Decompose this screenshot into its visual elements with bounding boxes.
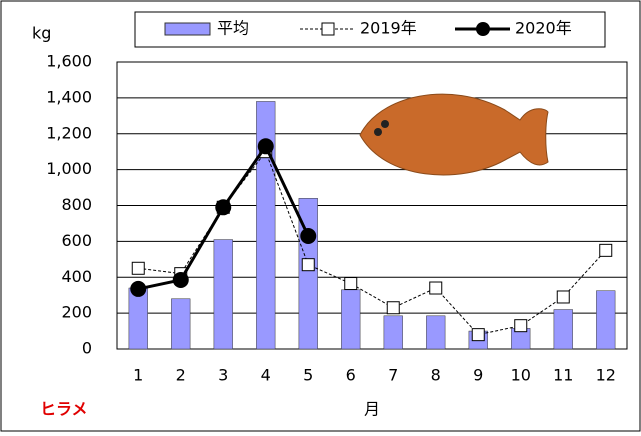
bar	[341, 289, 361, 350]
x-tick-label: 12	[596, 366, 616, 385]
point	[599, 243, 613, 257]
point	[386, 301, 400, 315]
bar	[383, 315, 403, 350]
y-tick-label: 1,600	[46, 52, 92, 71]
legend-marker	[476, 22, 490, 36]
legend-box	[134, 11, 606, 48]
y-tick-label: 600	[61, 231, 92, 250]
x-tick-label: 5	[303, 366, 313, 385]
x-tick-label: 11	[553, 366, 573, 385]
point	[130, 280, 147, 297]
y-tick-label: 400	[61, 267, 92, 286]
point	[215, 199, 232, 216]
bar	[128, 287, 148, 350]
point	[471, 328, 485, 342]
legend-marker	[321, 22, 335, 36]
point	[172, 271, 189, 288]
bar	[596, 290, 616, 350]
point	[429, 281, 443, 295]
point	[257, 138, 274, 155]
y-tick-label: 1,400	[46, 87, 92, 106]
point	[131, 261, 145, 275]
bar	[213, 239, 233, 350]
y-tick-label: 800	[61, 195, 92, 214]
x-tick-label: 6	[346, 366, 356, 385]
legend-label: 平均	[217, 19, 249, 38]
fish	[359, 93, 549, 176]
x-tick-label: 10	[511, 366, 531, 385]
bar	[256, 101, 276, 350]
legend-label: 2020年	[515, 19, 572, 38]
x-tick-label: 9	[473, 366, 483, 385]
x-tick-label: 8	[431, 366, 441, 385]
point	[556, 290, 570, 304]
point	[301, 258, 315, 272]
y-tick-label: 1,000	[46, 159, 92, 178]
legend-swatch	[164, 22, 211, 36]
x-tick-label: 4	[261, 366, 271, 385]
y-tick-label: 200	[61, 303, 92, 322]
bar	[171, 298, 191, 350]
bar	[426, 315, 446, 350]
x-tick-label: 2	[176, 366, 186, 385]
x-axis-label: 月	[364, 400, 380, 419]
point	[514, 319, 528, 333]
x-tick-label: 1	[133, 366, 143, 385]
y-axis-label: kg	[32, 24, 51, 43]
y-tick-label: 0	[82, 339, 92, 358]
x-tick-label: 7	[388, 366, 398, 385]
point	[344, 277, 358, 291]
y-tick-label: 1,200	[46, 123, 92, 142]
plot-border	[116, 61, 628, 350]
bar	[553, 309, 573, 350]
point	[300, 227, 317, 244]
legend-label: 2019年	[360, 19, 417, 38]
x-tick-label: 3	[218, 366, 228, 385]
annotation: ヒラメ	[40, 400, 88, 419]
